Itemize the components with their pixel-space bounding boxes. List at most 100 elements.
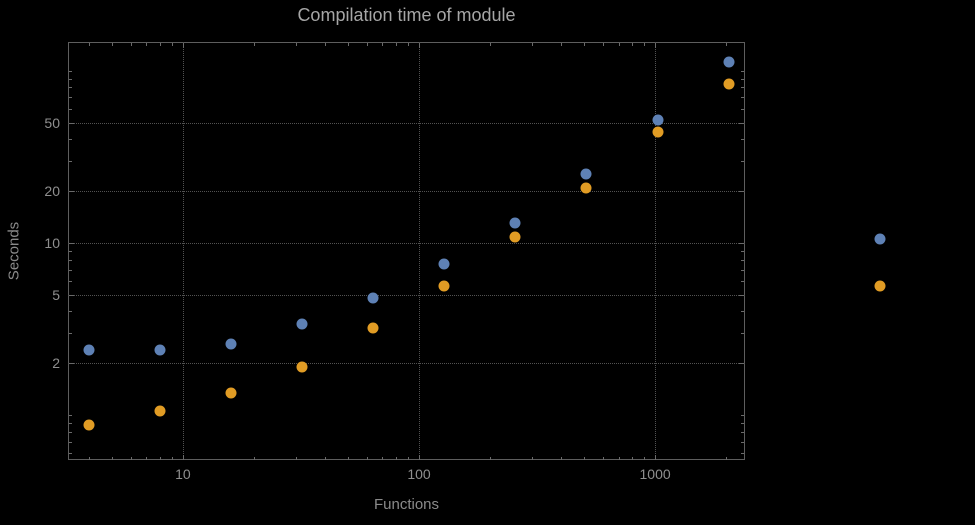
data-point-series-blue [652,114,663,126]
axis-tick [739,191,744,193]
axis-tick [111,43,113,46]
axis-tick [130,457,132,460]
y-tick-label: 5 [52,286,60,303]
axis-tick [172,457,174,460]
axis-tick [741,160,744,162]
axis-tick [531,43,533,46]
axis-tick [741,70,744,72]
data-point-series-blue [296,318,308,330]
data-point-series-blue [438,258,450,270]
axis-tick [741,108,744,110]
data-point-series-orange [154,405,166,417]
axis-tick [741,78,744,80]
axis-tick [69,78,72,80]
axis-tick [739,122,744,124]
axis-tick [146,43,148,46]
axis-tick [739,242,744,244]
axis-tick [69,332,72,334]
y-gridline [68,242,745,244]
axis-tick [531,457,533,460]
axis-tick [182,43,184,48]
y-gridline [68,294,745,296]
data-point-series-blue [580,168,592,180]
axis-tick [741,441,744,443]
axis-tick [146,457,148,460]
axis-tick [490,43,492,46]
axis-tick [253,457,255,460]
x-gridline [182,42,184,460]
axis-tick [69,363,74,365]
axis-tick [69,269,72,271]
axis-tick [253,43,255,46]
axis-tick [347,43,349,46]
axis-tick [69,259,72,261]
axis-tick [561,457,563,460]
y-gridline [68,122,745,124]
y-gridline [68,191,745,193]
axis-tick [726,457,728,460]
data-point-series-orange [509,231,521,243]
data-point-series-orange [580,182,592,193]
axis-tick [418,455,420,460]
x-tick-label: 1000 [639,466,671,482]
chart-title: Compilation time of module [297,5,516,25]
data-point-series-orange [296,361,308,373]
data-point-series-orange [723,78,735,90]
data-point-series-blue [154,344,166,356]
axis-tick [182,455,184,460]
axis-tick [741,259,744,261]
axis-tick [741,281,744,283]
axis-tick [584,43,585,46]
axis-tick [88,43,90,46]
axis-tick [741,453,744,455]
axis-tick [490,457,492,460]
data-point-series-blue [723,56,735,68]
axis-tick [69,311,72,313]
axis-tick [69,87,72,89]
axis-tick [644,457,646,460]
axis-tick [644,43,646,46]
legend-marker-series-blue [874,233,886,245]
data-point-series-orange [438,280,450,292]
axis-tick [295,43,297,46]
data-point-series-orange [652,126,663,138]
axis-tick [739,363,744,365]
axis-tick [295,457,297,460]
axis-tick [366,43,368,46]
axis-tick [382,43,384,46]
axis-tick [726,43,728,46]
plot-frame [68,42,745,460]
axis-tick [741,431,744,433]
y-tick-label: 2 [52,355,60,372]
axis-tick [69,108,72,110]
axis-tick [618,43,620,46]
y-tick-label: 20 [44,183,60,200]
axis-tick [69,191,74,193]
x-gridline [419,42,420,460]
axis-tick [69,97,72,99]
axis-tick [584,457,585,460]
data-point-series-orange [225,387,237,399]
axis-tick [69,294,74,296]
axis-tick [408,43,410,46]
axis-tick [130,43,132,46]
axis-tick [366,457,368,460]
x-tick-label: 10 [175,466,191,482]
axis-tick [69,422,72,424]
axis-tick [382,457,384,460]
axis-tick [111,457,113,460]
axis-tick [632,43,634,46]
axis-tick [69,431,72,433]
axis-tick [69,70,72,72]
axis-tick [602,457,604,460]
x-gridline [655,42,657,460]
axis-tick [396,457,398,460]
axis-tick [69,415,72,417]
axis-tick [741,422,744,424]
axis-tick [160,43,162,46]
data-point-series-blue [83,344,95,356]
axis-tick [69,250,72,252]
x-axis-title: Functions [373,496,440,513]
axis-tick [88,457,90,460]
y-tick-label: 10 [44,234,60,251]
